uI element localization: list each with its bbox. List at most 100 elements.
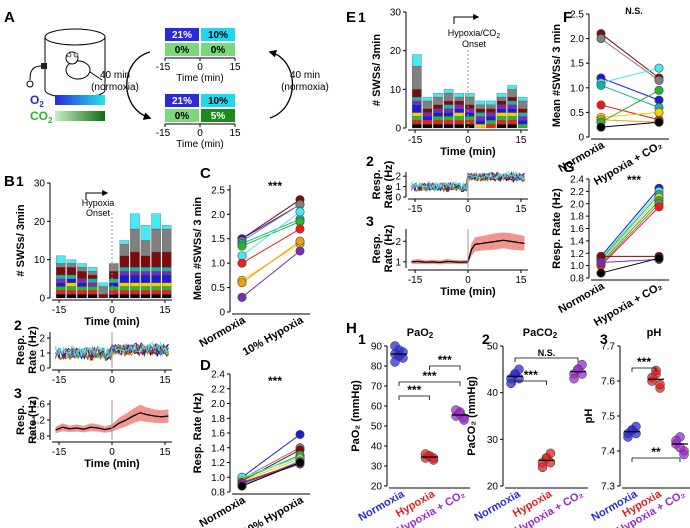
bar-segment (443, 108, 454, 113)
bar-segment (454, 116, 464, 121)
data-point (545, 457, 556, 468)
data-point (654, 253, 664, 263)
bar-segment (108, 286, 119, 291)
onset-annotation-line2: Onset (462, 39, 487, 49)
data-point (514, 373, 524, 384)
y-tick-label: 1.4 (570, 236, 584, 247)
data-point (654, 117, 664, 127)
x-tick-label: 15 (159, 305, 171, 316)
x-axis-label: Time (min) (84, 458, 140, 470)
bar-segment (496, 96, 507, 102)
bar-segment (87, 290, 98, 295)
subpanel-label: 2 (482, 331, 490, 347)
bar-segment (507, 104, 517, 109)
bar-segment (412, 65, 422, 90)
y-tick-label: 50 (487, 342, 499, 353)
chart-title-text: pH (647, 327, 662, 339)
arrow-right-line1: 40 min (290, 70, 320, 81)
pair-line (241, 204, 301, 242)
significance-label: N.S. (625, 6, 643, 16)
y-tick-label: 7.7 (601, 342, 615, 353)
y-axis-label: Resp. Rate (Hz) (551, 188, 563, 269)
bar-segment (412, 104, 422, 113)
bar-segment (443, 112, 454, 117)
bar-segment (433, 93, 443, 98)
sig-bracket (514, 380, 547, 385)
data-point (596, 80, 606, 90)
bar-segment (66, 259, 77, 264)
bottom-tick-2: 15 (229, 128, 241, 139)
y-tick-label: 1.6 (211, 429, 225, 440)
bar-segment (140, 294, 151, 299)
bar-segment (486, 123, 496, 129)
onset-annotation-sub: 2 (496, 33, 500, 40)
y-axis-label: Mean #SWSs/ 3 min (551, 24, 563, 128)
pair-line (241, 240, 301, 284)
x-tick-label: 0 (465, 135, 471, 146)
chart-title: pH (647, 327, 662, 339)
y-tick-label: 2.4 (211, 370, 225, 381)
data-point (295, 236, 305, 246)
bar-segment (87, 271, 98, 276)
y-tick-label: 2.2 (211, 384, 225, 395)
bar-segment (507, 116, 517, 121)
bar-segment (454, 96, 464, 102)
y-tick-label: 40 (371, 442, 383, 453)
bottom-co2-post: 5% (211, 111, 226, 122)
y-tick-label: 1.5 (570, 59, 584, 70)
x-category-label: Normoxia (198, 314, 249, 350)
condition-block-bottom: 21% 10% 0% 5% -15 0 15 Time (min) (156, 94, 241, 150)
bottom-o2-post: 10% (208, 96, 228, 107)
data-point (295, 224, 305, 234)
y-tick-label: 0 (219, 308, 225, 319)
y-tick-label: 1 (39, 349, 45, 360)
bar-segment (66, 282, 77, 287)
pair-line (241, 228, 301, 264)
bar-segment (98, 282, 108, 287)
pair-line (241, 463, 301, 484)
bar-segment (496, 116, 507, 121)
bar-segment (454, 112, 464, 117)
y-tick-label: 1.8 (570, 212, 584, 223)
pair-line (241, 458, 301, 482)
x-tick-label: -15 (408, 275, 423, 286)
bottom-tick-0: -15 (156, 128, 171, 139)
y-tick-label: 7.6 (601, 377, 615, 388)
bar-segment (486, 104, 496, 109)
bar-segment (161, 274, 172, 283)
bar-segment (486, 116, 496, 121)
bar-segment (464, 104, 475, 109)
y-tick-label: 60 (371, 402, 383, 413)
y-tick-label: 1.6 (570, 224, 584, 235)
bar-segment (140, 267, 151, 272)
bar-segment (507, 120, 517, 125)
bar-segment (130, 290, 140, 295)
data-point (237, 258, 247, 268)
bar-segment (496, 120, 507, 125)
pair-line (600, 187, 660, 257)
bar-segment (486, 112, 496, 117)
chart-h1: H1 PaO22030405060708090NormoxiaHypoxiaHyp… (346, 320, 470, 528)
x-category-label: 10% Hypoxia (241, 494, 307, 528)
data-point (295, 207, 305, 217)
x-axis-label: Time (min) (84, 316, 140, 328)
bar-segment (66, 278, 77, 283)
x-category-label: 10% Hypoxia (241, 314, 307, 359)
y-tick-label: 7.5 (601, 412, 615, 423)
y-tick-label: 70 (371, 382, 383, 393)
data-point (596, 34, 606, 44)
bar-segment (119, 290, 130, 295)
y-tick-label: 20 (34, 217, 46, 228)
y-tick-label: 0 (578, 133, 584, 144)
x-tick-label: 0 (465, 204, 471, 215)
bar-segment (475, 104, 486, 109)
bar-segment (517, 100, 528, 109)
arrow-right-line2: (normoxia) (281, 82, 329, 93)
panel-label: B (4, 173, 15, 190)
y-tick-label: 0.5 (570, 108, 584, 119)
bottom-co2-pre: 0% (175, 111, 190, 122)
bar-segment (56, 286, 66, 291)
bar-segment (66, 294, 77, 299)
